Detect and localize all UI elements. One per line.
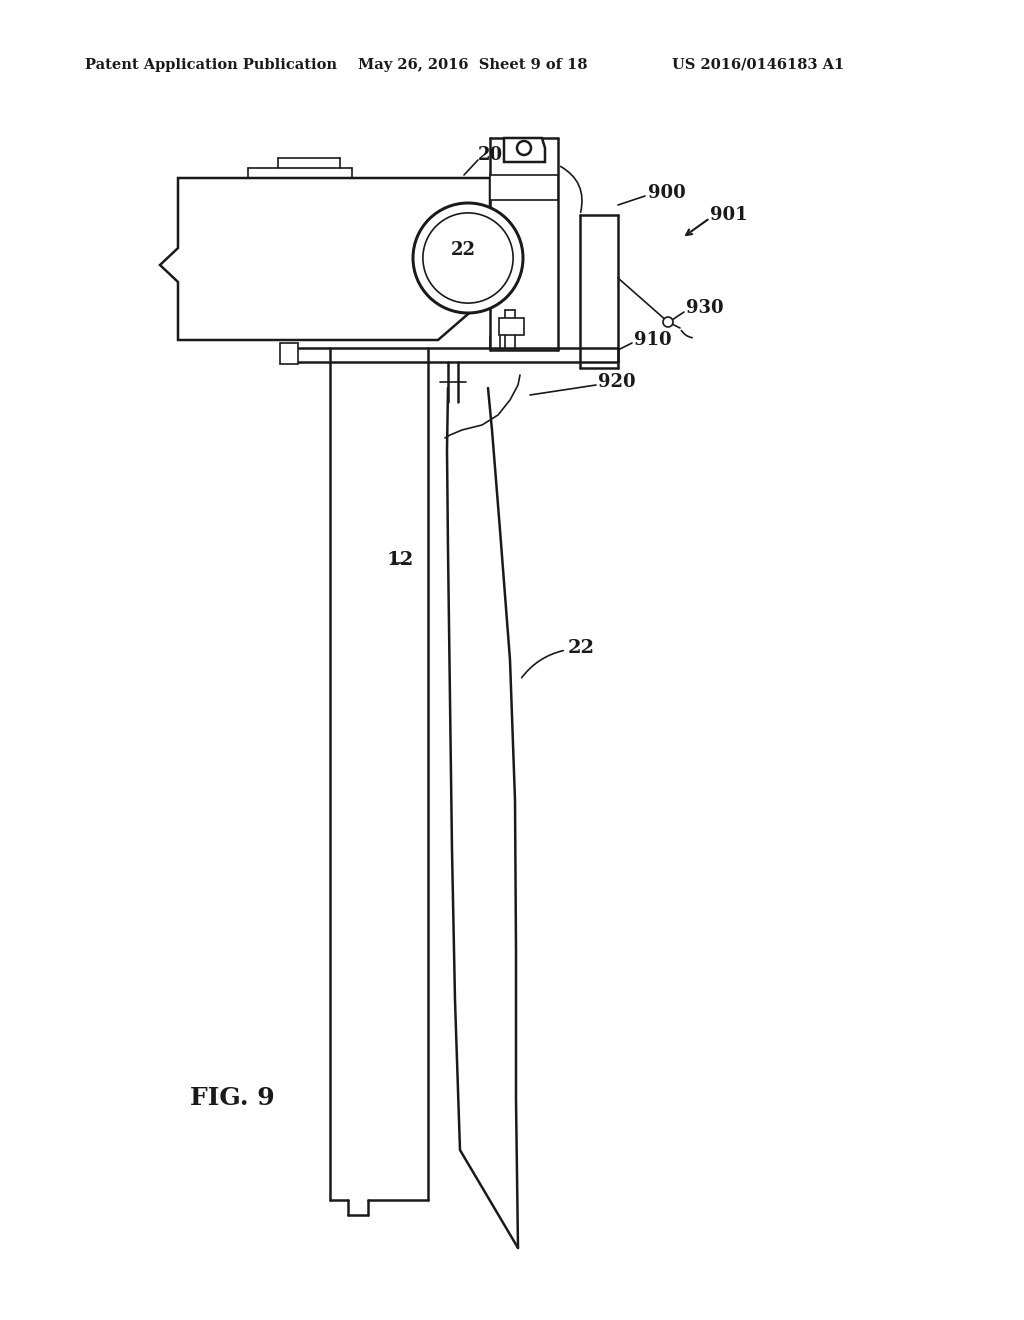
Polygon shape bbox=[280, 343, 298, 364]
Text: 900: 900 bbox=[648, 183, 686, 202]
Text: 22: 22 bbox=[451, 242, 475, 259]
Polygon shape bbox=[160, 178, 490, 341]
Text: 901: 901 bbox=[710, 206, 748, 224]
Text: 910: 910 bbox=[634, 331, 672, 348]
Text: 920: 920 bbox=[598, 374, 636, 391]
Text: 12: 12 bbox=[386, 550, 414, 569]
Circle shape bbox=[663, 317, 673, 327]
Text: 20: 20 bbox=[478, 147, 503, 164]
Polygon shape bbox=[504, 139, 545, 162]
Text: 930: 930 bbox=[686, 300, 724, 317]
Text: Patent Application Publication: Patent Application Publication bbox=[85, 58, 337, 73]
Text: 22: 22 bbox=[568, 639, 595, 657]
Text: FIG. 9: FIG. 9 bbox=[190, 1086, 274, 1110]
Polygon shape bbox=[490, 176, 558, 201]
Text: May 26, 2016  Sheet 9 of 18: May 26, 2016 Sheet 9 of 18 bbox=[358, 58, 588, 73]
Polygon shape bbox=[499, 318, 524, 335]
Text: US 2016/0146183 A1: US 2016/0146183 A1 bbox=[672, 58, 844, 73]
Circle shape bbox=[413, 203, 523, 313]
